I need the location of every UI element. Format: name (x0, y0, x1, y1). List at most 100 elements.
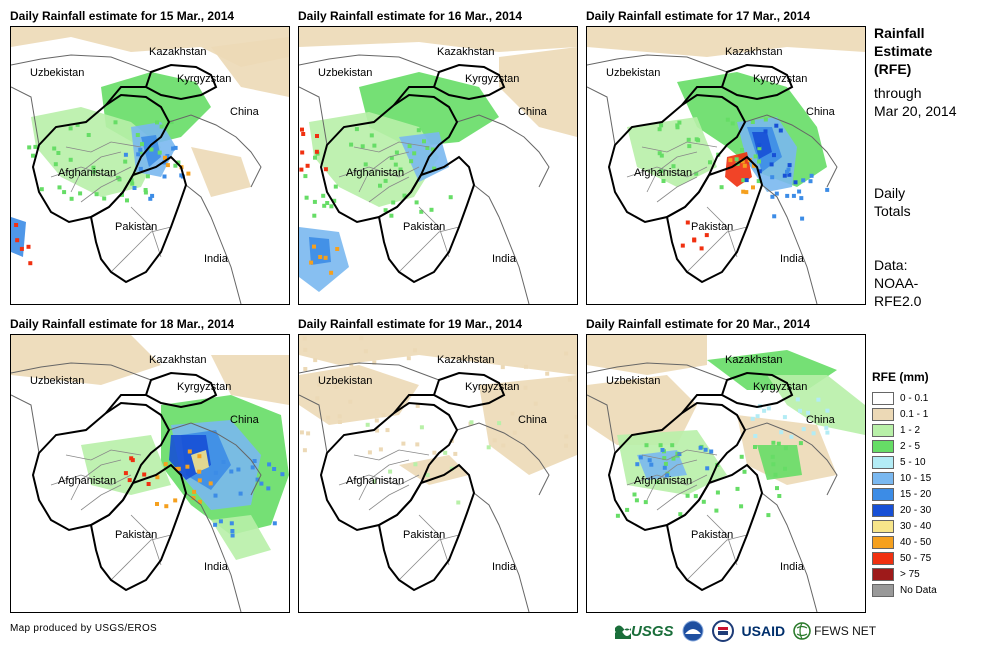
rainfall-cell (127, 478, 132, 483)
rainfall-cell (739, 454, 744, 459)
label-china: China (518, 106, 547, 118)
outline-tajikistan (105, 86, 146, 106)
rainfall-cell (785, 193, 790, 198)
legend-label: 50 - 75 (900, 552, 932, 564)
border-india (185, 184, 242, 304)
rainfall-cell (143, 188, 148, 192)
rainfall-cell (811, 431, 816, 436)
rainfall-cell (766, 406, 771, 411)
rainfall-cell (27, 145, 32, 150)
rainfall-cell (299, 430, 304, 435)
legend-swatch (872, 407, 894, 421)
rainfall-cell (313, 358, 318, 363)
rainfall-cell (337, 420, 342, 424)
rainfall-area (309, 112, 439, 207)
rainfall-cell (779, 430, 784, 435)
rainfall-cell (567, 377, 572, 382)
legend-item: 40 - 50 (872, 534, 982, 550)
road-line (706, 514, 738, 566)
legend-label: > 75 (900, 568, 920, 580)
rainfall-cell (176, 160, 181, 165)
rainfall-cell (164, 504, 169, 509)
legend-swatch (872, 471, 894, 485)
rainfall-cell (659, 168, 663, 173)
label-kyrgyzstan: Kyrgyzstan (465, 73, 520, 85)
rainfall-area (752, 132, 772, 159)
border-kazakhstan (587, 362, 728, 381)
legend-swatch (872, 567, 894, 581)
border-india (761, 184, 818, 304)
side-data-line: RFE2.0 (874, 293, 922, 309)
rainfall-cell (372, 360, 377, 365)
rainfall-cell (429, 207, 434, 212)
rainfall-cell (280, 472, 285, 477)
rainfall-cell (159, 124, 164, 129)
label-india: India (780, 253, 804, 265)
rainfall-cell (808, 179, 813, 184)
rainfall-cell (649, 462, 654, 467)
rainfall-cell (425, 146, 430, 150)
legend-item: 0.1 - 1 (872, 406, 982, 422)
rainfall-cell (739, 504, 744, 509)
usaid-text: USAID (741, 623, 786, 639)
dhs-seal (711, 620, 734, 642)
rainfall-cell (657, 127, 662, 132)
rainfall-area (81, 435, 171, 495)
rainfall-cell (185, 464, 190, 469)
side-data-line: NOAA- (874, 275, 919, 291)
rainfall-cell (312, 244, 316, 249)
road-line (646, 151, 698, 193)
rainfall-cell (120, 192, 124, 197)
label-kazakhstan: Kazakhstan (437, 46, 495, 58)
rainfall-cell (312, 199, 317, 204)
rainfall-cell (545, 371, 550, 376)
label-afghanistan: Afghanistan (634, 475, 693, 487)
legend: RFE (mm) 0 - 0.1 0.1 - 1 1 - 2 2 - 5 5 - 10 1… (872, 370, 982, 598)
rainfall-cell (303, 347, 308, 352)
rainfall-cell (165, 154, 170, 158)
label-uzbekistan: Uzbekistan (318, 375, 373, 387)
label-india: India (492, 561, 516, 573)
rainfall-cell (117, 177, 122, 182)
rainfall-cell (302, 448, 307, 453)
rainfall-cell (763, 129, 768, 134)
rainfall-cell (751, 185, 755, 190)
rainfall-cell (272, 467, 277, 471)
label-pakistan: Pakistan (691, 529, 734, 541)
rainfall-cell (634, 498, 639, 503)
rainfall-cell (419, 209, 424, 214)
rainfall-cell (638, 455, 643, 460)
rainfall-cell (365, 422, 370, 427)
rainfall-cell (719, 185, 724, 190)
rainfall-cell (416, 128, 421, 133)
rainfall-cell (825, 408, 830, 413)
rainfall-cell (393, 162, 398, 167)
rainfall-cell (229, 521, 234, 526)
road-line (338, 474, 420, 486)
rainfall-cell (510, 411, 515, 416)
rainfall-cell (187, 449, 192, 454)
panel-title: Daily Rainfall estimate for 18 Mar., 201… (10, 317, 235, 331)
panel-title: Daily Rainfall estimate for 15 Mar., 201… (10, 9, 235, 23)
rainfall-cell (163, 462, 168, 467)
rainfall-cell (787, 172, 792, 177)
legend-label: 0 - 0.1 (900, 392, 929, 404)
outline-tajikistan (393, 394, 434, 414)
rainfall-cell (130, 181, 135, 186)
rainfall-cell (644, 443, 649, 448)
rainfall-cell (315, 396, 320, 401)
border-kazakhstan (299, 54, 440, 73)
rainfall-cell (782, 415, 787, 420)
rainfall-cell (694, 137, 699, 142)
rainfall-cell (453, 451, 458, 456)
rainfall-cell (62, 190, 67, 195)
rainfall-cell (801, 178, 806, 183)
side-daily: Daily Totals (874, 184, 911, 220)
rainfall-cell (78, 191, 83, 196)
road-line (358, 459, 410, 501)
road-line (686, 226, 748, 273)
rainfall-cell (443, 450, 448, 455)
rainfall-cell (762, 408, 767, 413)
rainfall-cell (197, 499, 202, 504)
legend-label: 1 - 2 (900, 424, 921, 436)
